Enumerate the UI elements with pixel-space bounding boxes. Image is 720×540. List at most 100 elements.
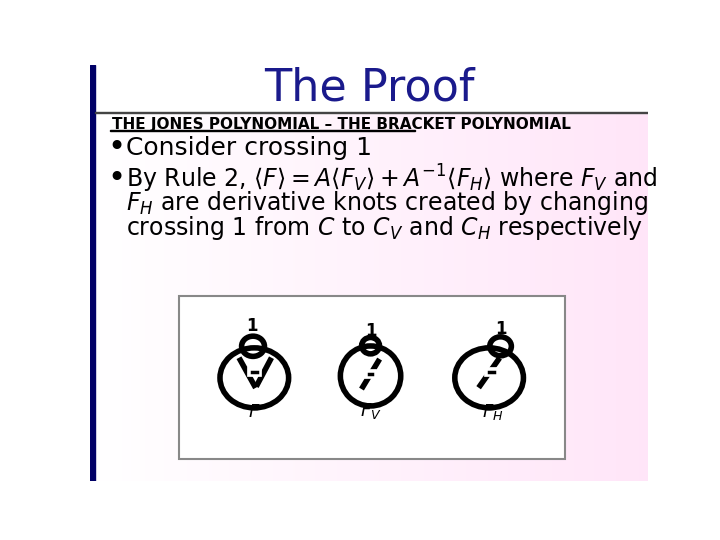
Bar: [374, 65, 377, 481]
Bar: [96, 65, 648, 112]
Bar: [107, 65, 109, 481]
Bar: [302, 65, 305, 481]
Bar: [567, 65, 570, 481]
Bar: [380, 65, 383, 481]
Bar: [143, 65, 145, 481]
Bar: [523, 65, 526, 481]
Bar: [274, 65, 277, 481]
Bar: [349, 65, 352, 481]
Bar: [282, 65, 285, 481]
Bar: [498, 65, 500, 481]
Bar: [182, 65, 185, 481]
Bar: [179, 65, 182, 481]
Bar: [322, 65, 324, 481]
Bar: [160, 65, 163, 481]
Bar: [124, 65, 126, 481]
Text: 1: 1: [246, 317, 258, 335]
Bar: [233, 65, 235, 481]
Bar: [352, 65, 355, 481]
Bar: [617, 65, 620, 481]
Bar: [364, 65, 366, 481]
Text: •: •: [107, 133, 125, 163]
Bar: [358, 65, 361, 481]
Bar: [459, 65, 461, 481]
Bar: [489, 65, 492, 481]
Bar: [166, 65, 168, 481]
Bar: [179, 296, 565, 459]
Bar: [361, 65, 364, 481]
Bar: [547, 65, 550, 481]
Bar: [252, 65, 255, 481]
Bar: [218, 65, 221, 481]
Bar: [313, 65, 316, 481]
Bar: [520, 65, 523, 481]
Bar: [126, 65, 129, 481]
Bar: [224, 65, 227, 481]
Bar: [492, 65, 495, 481]
Bar: [341, 65, 344, 481]
Bar: [347, 65, 349, 481]
Bar: [238, 65, 240, 481]
Bar: [90, 65, 96, 481]
Bar: [475, 65, 478, 481]
Bar: [305, 65, 307, 481]
Bar: [422, 65, 425, 481]
Bar: [96, 112, 648, 113]
Bar: [553, 65, 556, 481]
Bar: [612, 65, 615, 481]
Bar: [297, 65, 300, 481]
Bar: [271, 65, 274, 481]
Bar: [623, 65, 626, 481]
Bar: [115, 65, 118, 481]
Bar: [263, 65, 266, 481]
Bar: [526, 65, 528, 481]
Bar: [450, 65, 453, 481]
Bar: [539, 65, 542, 481]
Bar: [372, 65, 374, 481]
Bar: [438, 65, 441, 481]
Bar: [140, 65, 143, 481]
Bar: [587, 65, 590, 481]
Bar: [129, 65, 132, 481]
Bar: [389, 65, 392, 481]
Bar: [163, 65, 166, 481]
Bar: [603, 65, 606, 481]
Bar: [336, 65, 338, 481]
Bar: [626, 65, 629, 481]
Text: •: •: [107, 164, 125, 193]
Bar: [185, 65, 188, 481]
Bar: [428, 65, 431, 481]
Bar: [414, 65, 416, 481]
Bar: [93, 65, 96, 481]
Bar: [190, 65, 193, 481]
Bar: [559, 65, 562, 481]
Bar: [620, 65, 623, 481]
Bar: [168, 65, 171, 481]
Bar: [176, 65, 179, 481]
Bar: [606, 65, 609, 481]
Bar: [503, 65, 505, 481]
Bar: [593, 65, 595, 481]
Text: The Proof: The Proof: [264, 66, 474, 110]
Bar: [562, 65, 564, 481]
Bar: [397, 65, 400, 481]
Text: $F$: $F$: [248, 403, 261, 421]
Bar: [280, 65, 282, 481]
Bar: [416, 65, 419, 481]
Bar: [235, 65, 238, 481]
Text: THE JONES POLYNOMIAL – THE BRACKET POLYNOMIAL: THE JONES POLYNOMIAL – THE BRACKET POLYN…: [112, 117, 570, 132]
Text: $F_V$: $F_V$: [360, 401, 382, 421]
Bar: [246, 65, 249, 481]
Bar: [528, 65, 531, 481]
Bar: [402, 65, 405, 481]
Bar: [266, 65, 269, 481]
Bar: [609, 65, 612, 481]
Bar: [338, 65, 341, 481]
Bar: [505, 65, 508, 481]
Bar: [392, 65, 394, 481]
Bar: [629, 65, 631, 481]
Bar: [249, 65, 252, 481]
Bar: [556, 65, 559, 481]
Bar: [260, 65, 263, 481]
Bar: [486, 65, 489, 481]
